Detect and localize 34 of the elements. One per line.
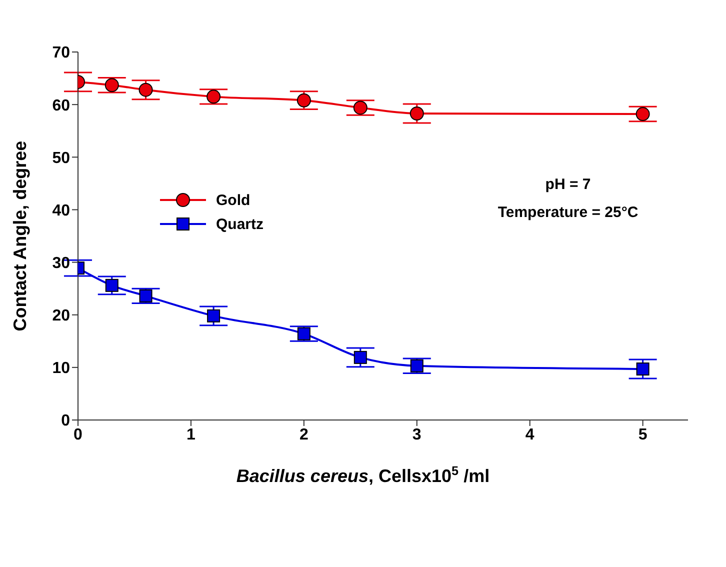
y-tick-label: 70 (52, 44, 70, 62)
legend-label: Gold (216, 192, 250, 208)
y-tick-label: 10 (52, 360, 70, 378)
annotation: pH = 7 (544, 176, 592, 193)
y-axis-title: Contact Angle, degree (10, 140, 30, 332)
x-axis-title: Bacillus cereus, Cellsx10$^{5}$ /ml (236, 464, 490, 486)
point (296, 93, 311, 108)
x-tick-label: 5 (638, 426, 648, 444)
y-tick-label: 50 (52, 150, 70, 167)
x-tick-label: 3 (412, 426, 422, 444)
point (297, 327, 310, 340)
point (354, 350, 367, 364)
point (410, 106, 424, 121)
point (410, 359, 424, 372)
x-tick-label: 1 (186, 426, 196, 444)
annotation: Temperature = 25°C (496, 204, 640, 221)
point (207, 309, 220, 322)
point (105, 278, 118, 292)
point (636, 362, 650, 376)
point (206, 90, 221, 104)
point (139, 289, 152, 302)
y-tick-label: 40 (52, 202, 70, 220)
x-tick-label: 0 (74, 426, 83, 444)
y-tick-label: 0 (61, 412, 70, 430)
point (353, 100, 368, 115)
y-tick-label: 30 (52, 254, 70, 272)
point (138, 82, 153, 97)
point (636, 107, 650, 122)
legend-label: Quartz (216, 216, 264, 232)
x-tick-label: 2 (299, 426, 308, 444)
x-tick-label: 4 (525, 426, 534, 444)
point (104, 78, 119, 92)
y-tick-label: 20 (52, 308, 70, 325)
y-tick-label: 60 (52, 97, 70, 114)
